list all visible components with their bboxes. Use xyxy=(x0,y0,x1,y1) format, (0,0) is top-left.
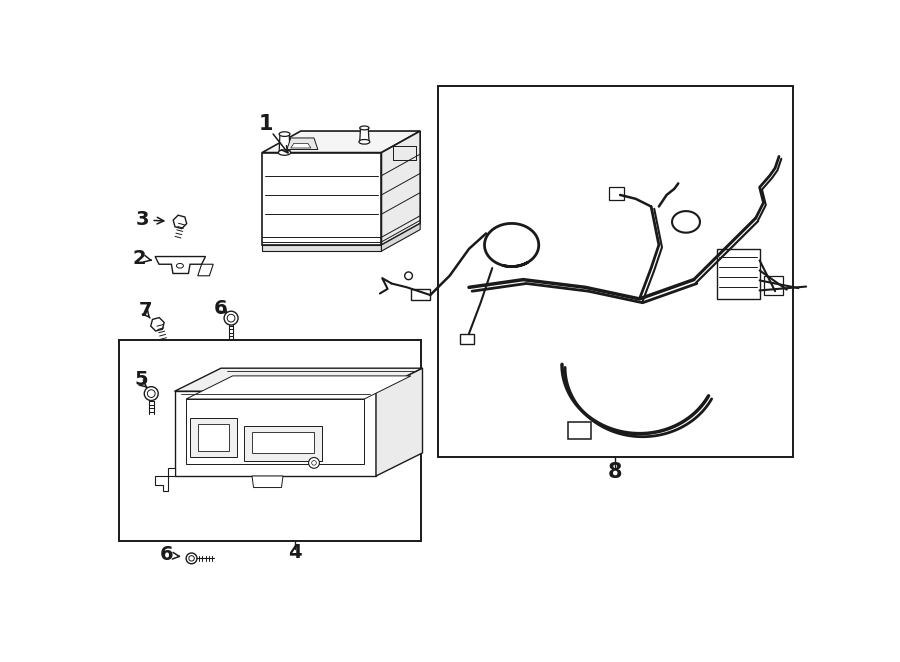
Polygon shape xyxy=(376,368,422,476)
Polygon shape xyxy=(198,424,229,451)
Bar xyxy=(411,289,430,301)
Text: 6: 6 xyxy=(159,545,173,564)
Text: 3: 3 xyxy=(135,210,148,229)
Ellipse shape xyxy=(359,140,370,144)
Text: 1: 1 xyxy=(258,114,274,134)
Text: 7: 7 xyxy=(139,301,152,320)
Bar xyxy=(568,422,591,439)
Ellipse shape xyxy=(186,553,197,564)
Polygon shape xyxy=(262,131,420,152)
Polygon shape xyxy=(262,245,382,251)
Polygon shape xyxy=(717,249,760,299)
Ellipse shape xyxy=(309,457,320,468)
Polygon shape xyxy=(175,391,376,476)
Text: 8: 8 xyxy=(608,462,622,482)
Polygon shape xyxy=(155,257,205,273)
Bar xyxy=(608,187,624,199)
Ellipse shape xyxy=(311,461,316,465)
Polygon shape xyxy=(190,418,237,457)
Polygon shape xyxy=(252,432,314,453)
Polygon shape xyxy=(186,376,411,399)
Text: 2: 2 xyxy=(133,250,147,268)
Ellipse shape xyxy=(227,314,235,322)
Text: 4: 4 xyxy=(288,544,302,563)
Polygon shape xyxy=(279,134,290,152)
Ellipse shape xyxy=(176,263,184,268)
Polygon shape xyxy=(150,318,164,331)
Polygon shape xyxy=(173,215,186,228)
Polygon shape xyxy=(244,426,322,461)
Polygon shape xyxy=(252,476,283,487)
Polygon shape xyxy=(186,399,364,465)
Polygon shape xyxy=(360,128,369,142)
Ellipse shape xyxy=(189,555,194,561)
Polygon shape xyxy=(382,224,420,251)
Polygon shape xyxy=(155,468,175,491)
Ellipse shape xyxy=(144,387,158,401)
Ellipse shape xyxy=(278,150,291,156)
Ellipse shape xyxy=(279,132,290,136)
Ellipse shape xyxy=(148,390,155,397)
Polygon shape xyxy=(291,144,310,148)
Ellipse shape xyxy=(360,126,369,130)
Polygon shape xyxy=(198,264,213,276)
Bar xyxy=(438,85,793,457)
Bar xyxy=(460,334,473,344)
Polygon shape xyxy=(382,131,420,245)
Ellipse shape xyxy=(224,311,238,325)
Bar xyxy=(119,340,421,542)
Text: 6: 6 xyxy=(214,299,228,318)
Polygon shape xyxy=(287,138,318,150)
Ellipse shape xyxy=(405,272,412,279)
Text: 5: 5 xyxy=(134,370,148,389)
Polygon shape xyxy=(175,368,422,391)
Polygon shape xyxy=(262,152,382,245)
Polygon shape xyxy=(763,276,783,295)
